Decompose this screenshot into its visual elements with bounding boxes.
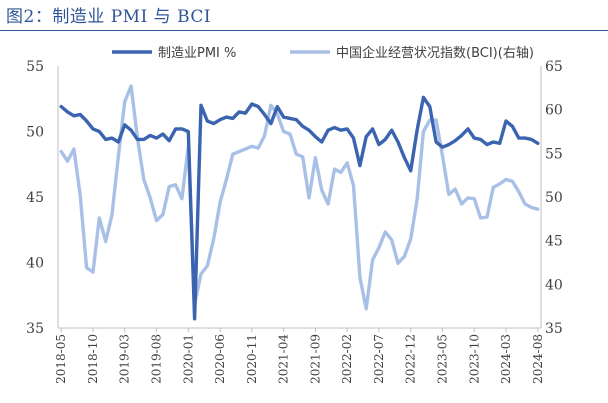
x-tick-label: 2022-07	[372, 334, 386, 384]
chart-axes: 35 40 45 50 55 35 40 45 50 55 60 65 2018-05 2018-10 20…	[26, 59, 563, 384]
x-tick-label: 2020-11	[245, 334, 259, 384]
right-y-tick-label: 45	[545, 234, 563, 250]
left-y-tick-label: 55	[26, 59, 44, 75]
left-y-tick-label: 35	[26, 321, 44, 337]
chart-series	[59, 84, 540, 321]
x-tick-label: 2023-10	[467, 334, 481, 384]
x-tick-label: 2022-12	[404, 334, 418, 384]
legend-bci-label: 中国企业经营状况指数(BCI)(右轴)	[336, 45, 534, 61]
right-y-tick-label: 65	[545, 59, 563, 75]
right-y-tick-label: 35	[545, 321, 563, 337]
x-tick-label: 2023-05	[435, 334, 449, 384]
legend-pmi-label: 制造业PMI %	[158, 46, 236, 61]
right-y-tick-label: 60	[545, 103, 563, 119]
right-y-tick-label: 40	[545, 277, 563, 293]
left-y-tick-label: 45	[26, 190, 44, 206]
x-tick-label: 2021-04	[277, 334, 291, 384]
title-divider	[0, 30, 608, 31]
x-tick-label: 2020-01	[181, 334, 195, 384]
x-tick-label: 2020-06	[213, 334, 227, 384]
bci-series-line	[59, 84, 540, 311]
right-y-tick-label: 50	[545, 190, 563, 206]
figure-title: 图2：制造业 PMI 与 BCI	[6, 7, 212, 27]
chart-legend: 制造业PMI % 中国企业经营状况指数(BCI)(右轴)	[112, 45, 534, 61]
x-tick-label: 2021-09	[308, 334, 322, 384]
x-tick-label: 2018-10	[86, 334, 100, 384]
left-y-tick-label: 50	[26, 125, 44, 141]
x-tick-label: 2019-03	[118, 334, 132, 384]
x-tick-label: 2018-05	[54, 334, 68, 384]
left-y-tick-label: 40	[26, 256, 44, 272]
x-tick-label: 2022-02	[340, 334, 354, 384]
right-y-tick-label: 55	[545, 146, 563, 162]
x-tick-label: 2019-08	[150, 334, 164, 384]
pmi-series-line	[59, 95, 540, 321]
x-tick-label: 2024-03	[499, 334, 513, 384]
x-tick-label: 2024-08	[531, 334, 545, 384]
